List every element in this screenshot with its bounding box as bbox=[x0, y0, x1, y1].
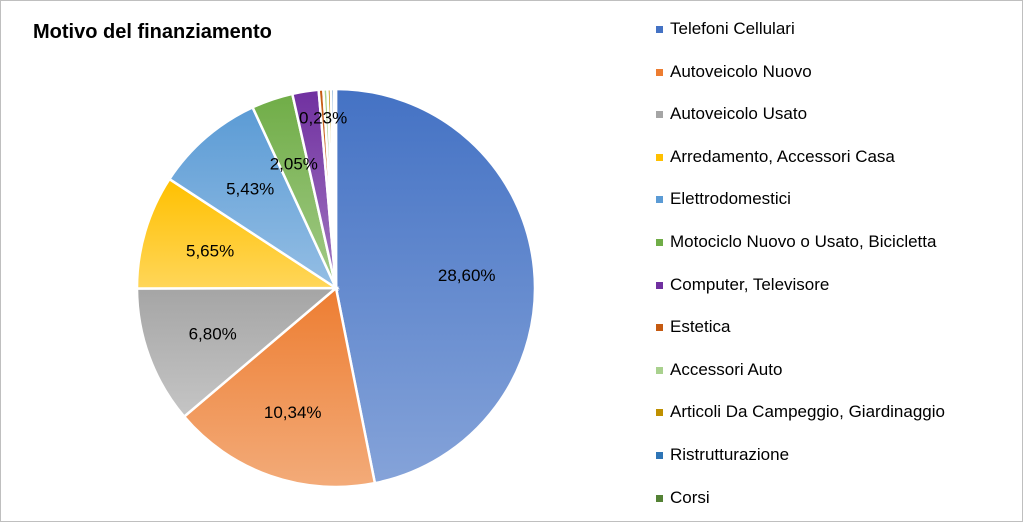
legend-item-estetica: Estetica bbox=[656, 317, 945, 360]
legend-item-accessori-auto: Accessori Auto bbox=[656, 360, 945, 403]
legend-swatch bbox=[656, 281, 663, 289]
legend-label: Computer, Televisore bbox=[670, 274, 830, 294]
data-label: 10,34% bbox=[264, 403, 322, 422]
data-label: 5,43% bbox=[226, 180, 274, 199]
legend-swatch bbox=[656, 451, 663, 459]
legend-label: Articoli Da Campeggio, Giardinaggio bbox=[670, 402, 945, 422]
data-label: 0,23% bbox=[299, 108, 347, 127]
legend-item-computer-televisore: Computer, Televisore bbox=[656, 275, 945, 318]
legend: Telefoni Cellulari Autoveicolo Nuovo Autov… bbox=[656, 19, 945, 530]
legend-swatch bbox=[656, 111, 663, 119]
legend-label: Autoveicolo Nuovo bbox=[670, 61, 812, 81]
legend-swatch bbox=[656, 196, 663, 204]
pie-slice-elettrodomestici bbox=[167, 105, 339, 292]
legend-item-autoveicolo-nuovo: Autoveicolo Nuovo bbox=[656, 62, 945, 105]
legend-label: Telefoni Cellulari bbox=[670, 19, 795, 38]
legend-item-motociclo-nuovo-o-usato-bicicletta: Motociclo Nuovo o Usato, Bicicletta bbox=[656, 232, 945, 275]
pie-chart: 28,60% 10,34% 6,80% 5,65% 5,43% 2,05% 0,23% bbox=[135, 87, 537, 489]
data-label: 2,05% bbox=[270, 155, 318, 174]
data-label: 28,60% bbox=[438, 266, 496, 285]
legend-item-corsi: Corsi bbox=[656, 488, 945, 530]
chart-title: Motivo del finanziamento bbox=[33, 21, 272, 43]
data-label: 5,65% bbox=[186, 242, 234, 261]
legend-item-autoveicolo-usato: Autoveicolo Usato bbox=[656, 104, 945, 147]
legend-swatch bbox=[656, 68, 663, 76]
legend-item-arredamento-accessori-casa: Arredamento, Accessori Casa bbox=[656, 147, 945, 190]
legend-item-articoli-da-campeggio-giardinaggio: Articoli Da Campeggio, Giardinaggio bbox=[656, 402, 945, 445]
legend-label: Elettrodomestici bbox=[670, 189, 791, 209]
legend-swatch bbox=[656, 238, 663, 246]
legend-swatch bbox=[656, 409, 663, 417]
legend-swatch bbox=[656, 366, 663, 374]
data-label: 6,80% bbox=[189, 324, 237, 343]
pie-slice-autoveicolo-nuovo bbox=[182, 285, 377, 489]
legend-item-elettrodomestici: Elettrodomestici bbox=[656, 189, 945, 232]
legend-label: Autoveicolo Usato bbox=[670, 104, 808, 124]
legend-item-telefoni-cellulari: Telefoni Cellulari bbox=[656, 19, 945, 62]
legend-item-ristrutturazione: Ristrutturazione bbox=[656, 445, 945, 488]
legend-swatch bbox=[656, 494, 663, 502]
pie-slice-autoveicolo-usato bbox=[135, 286, 340, 419]
legend-label: Estetica bbox=[670, 317, 731, 337]
legend-swatch bbox=[656, 324, 663, 332]
legend-label: Accessori Auto bbox=[670, 359, 783, 379]
legend-label: Motociclo Nuovo o Usato, Bicicletta bbox=[670, 231, 937, 251]
legend-label: Ristrutturazione bbox=[670, 444, 790, 464]
legend-swatch bbox=[656, 26, 663, 33]
pie-slice-arredamento-accessori-casa bbox=[135, 177, 341, 290]
legend-label: Arredamento, Accessori Casa bbox=[670, 146, 895, 166]
pie-slice-telefoni-cellulari bbox=[334, 87, 537, 485]
pie-slice-corsi bbox=[332, 87, 338, 289]
legend-swatch bbox=[656, 153, 663, 161]
legend-label: Corsi bbox=[670, 487, 710, 507]
